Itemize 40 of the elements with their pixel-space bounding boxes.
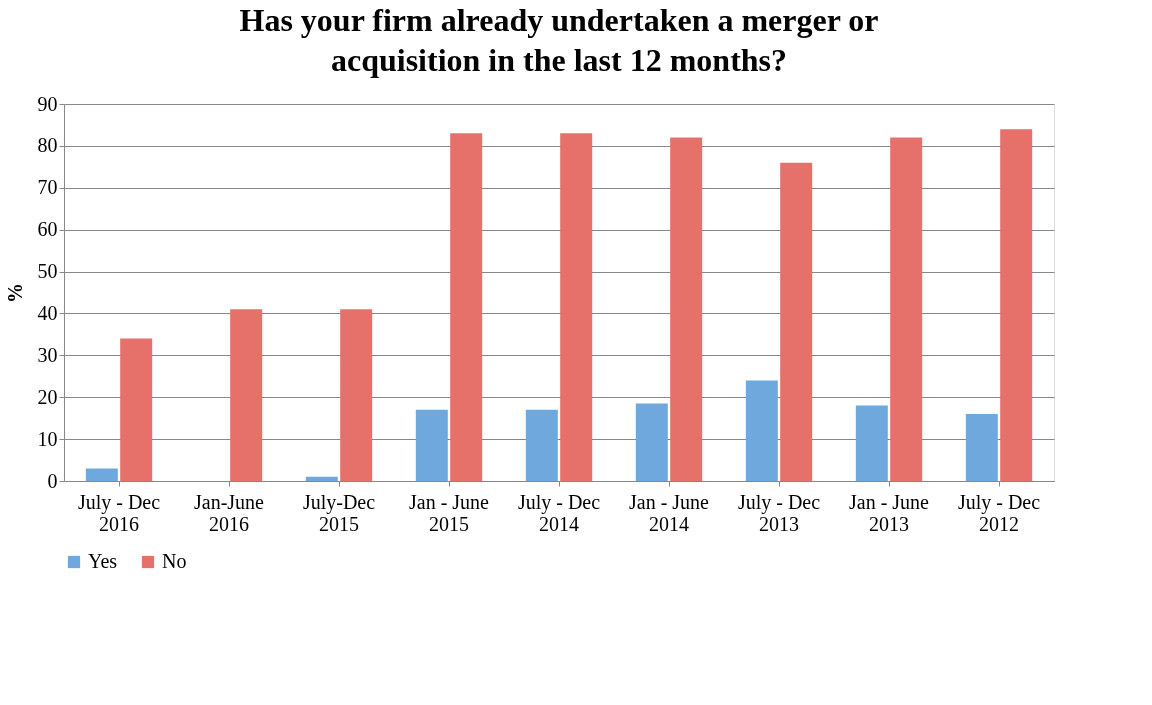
y-tick-label: 90 xyxy=(37,92,58,115)
bar xyxy=(85,468,118,481)
bar xyxy=(560,133,593,481)
y-tick-label: 0 xyxy=(47,469,58,492)
x-tick-label: July-Dec 2015 xyxy=(302,490,376,535)
x-tick-label: Jan - June 2014 xyxy=(629,490,710,535)
y-axis-title: % xyxy=(3,283,26,303)
x-tick-label: July - Dec 2014 xyxy=(517,490,601,535)
y-tick-label: 10 xyxy=(37,427,58,450)
x-tick-label: Jan - June 2015 xyxy=(409,490,490,535)
y-tick-label: 30 xyxy=(37,343,58,366)
x-tick-label: Jan - June 2013 xyxy=(849,490,930,535)
y-tick-label: 80 xyxy=(37,134,58,157)
bar xyxy=(890,137,923,481)
x-tick-label: Jan-June 2016 xyxy=(194,490,265,535)
bar xyxy=(525,409,558,481)
bar xyxy=(120,338,153,481)
bar xyxy=(670,137,703,481)
x-tick-label: July - Dec 2012 xyxy=(957,490,1041,535)
legend-label: No xyxy=(162,550,187,572)
y-tick-label: 20 xyxy=(37,385,58,408)
chart-title: Has your firm already undertaken a merger or acquisition in the last 12 months? xyxy=(239,2,879,78)
bar xyxy=(305,476,338,481)
bar xyxy=(965,413,998,481)
y-tick-label: 40 xyxy=(37,301,58,324)
y-tick-label: 70 xyxy=(37,176,58,199)
y-tick-label: 50 xyxy=(37,260,58,283)
bar xyxy=(415,409,448,481)
bar xyxy=(340,309,373,481)
bar xyxy=(780,162,813,481)
x-tick-label: July - Dec 2013 xyxy=(737,490,821,535)
bar xyxy=(745,380,778,481)
bar xyxy=(450,133,483,481)
bar xyxy=(230,309,263,481)
bar xyxy=(855,405,888,481)
bar xyxy=(1000,129,1033,481)
y-tick-label: 60 xyxy=(37,218,58,241)
legend-label: Yes xyxy=(88,550,118,572)
x-tick-label: July - Dec 2016 xyxy=(77,490,161,535)
bar xyxy=(635,403,668,481)
